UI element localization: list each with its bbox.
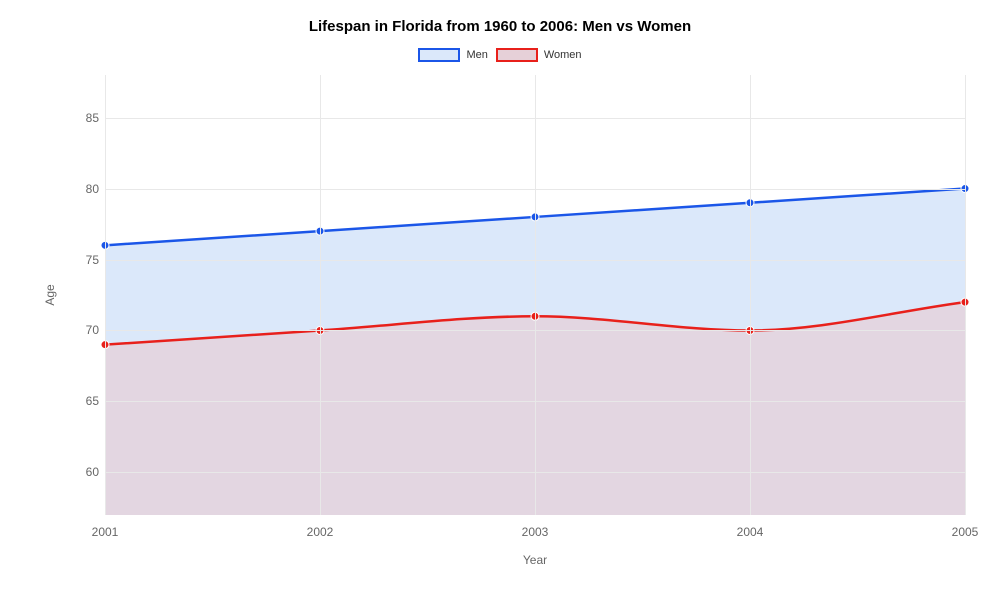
grid-v (535, 75, 536, 515)
chart-legend: Men Women (0, 48, 1000, 62)
grid-h (105, 330, 965, 331)
grid-h (105, 472, 965, 473)
y-tick: 65 (75, 394, 99, 408)
grid-v (320, 75, 321, 515)
x-tick: 2002 (307, 525, 334, 539)
grid-h (105, 260, 965, 261)
legend-item-men: Men (418, 48, 487, 62)
grid-h (105, 189, 965, 190)
legend-label-women: Women (544, 49, 582, 61)
y-axis-label: Age (43, 284, 57, 305)
plot-area (105, 75, 965, 515)
grid-v (105, 75, 106, 515)
y-tick: 80 (75, 182, 99, 196)
x-axis-label: Year (523, 553, 547, 567)
x-tick: 2005 (952, 525, 979, 539)
grid-h (105, 118, 965, 119)
grid-v (750, 75, 751, 515)
y-tick: 70 (75, 323, 99, 337)
x-tick: 2001 (92, 525, 119, 539)
grid-h (105, 401, 965, 402)
y-tick: 85 (75, 111, 99, 125)
legend-label-men: Men (466, 49, 487, 61)
legend-swatch-women (496, 48, 538, 62)
y-tick: 75 (75, 253, 99, 267)
grid-v (965, 75, 966, 515)
y-tick: 60 (75, 465, 99, 479)
lifespan-chart: Lifespan in Florida from 1960 to 2006: M… (0, 0, 1000, 600)
legend-swatch-men (418, 48, 460, 62)
x-tick: 2003 (522, 525, 549, 539)
chart-title: Lifespan in Florida from 1960 to 2006: M… (0, 18, 1000, 35)
x-tick: 2004 (737, 525, 764, 539)
legend-item-women: Women (496, 48, 582, 62)
